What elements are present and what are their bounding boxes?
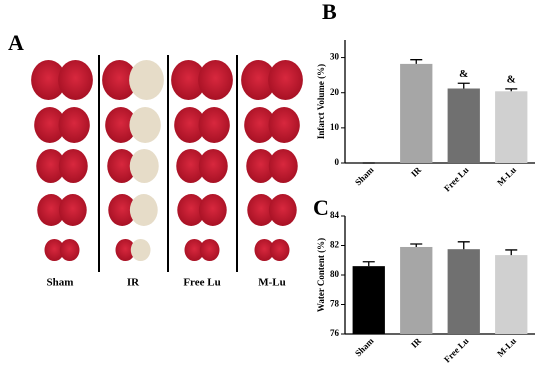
slice — [174, 107, 206, 143]
slice — [105, 107, 137, 143]
error-bar — [410, 243, 423, 247]
group-label: Free Lu — [183, 277, 220, 289]
slice — [130, 238, 151, 262]
slice — [58, 107, 90, 143]
slice — [58, 149, 88, 183]
bar — [400, 246, 433, 334]
y-tick-label: 20 — [330, 87, 340, 97]
bar — [495, 91, 528, 163]
slice — [247, 194, 276, 226]
slice — [129, 60, 164, 100]
slice — [107, 149, 137, 183]
slice — [269, 238, 290, 262]
y-tick-label: 10 — [330, 122, 340, 132]
group-label: M-Lu — [258, 277, 286, 289]
y-tick-label: 78 — [330, 299, 340, 309]
slice — [108, 194, 137, 226]
slice — [59, 238, 80, 262]
slice — [129, 149, 159, 183]
dividers — [98, 55, 238, 272]
slice — [58, 194, 87, 226]
y-tick-label: 82 — [330, 240, 340, 250]
y-tick-label: 30 — [330, 52, 340, 62]
brain-slices — [31, 60, 303, 262]
y-axis-label: Water Content (%) — [316, 238, 326, 312]
error-bar — [362, 261, 375, 267]
slice — [176, 149, 206, 183]
y-tick-label: 84 — [330, 210, 340, 220]
slice — [129, 194, 158, 226]
slice — [129, 107, 161, 143]
slice — [268, 194, 297, 226]
slice — [198, 107, 230, 143]
slice — [254, 238, 275, 262]
slice — [44, 238, 65, 262]
error-bar — [457, 82, 470, 89]
slice — [58, 60, 93, 100]
y-tick-label: 0 — [335, 157, 340, 167]
group-label: IR — [127, 277, 140, 289]
slice — [268, 149, 298, 183]
slice — [34, 107, 66, 143]
error-bar — [505, 249, 518, 256]
panel-label: B — [322, 0, 337, 24]
annotation: & — [507, 73, 516, 85]
slice — [246, 149, 276, 183]
annotation: & — [459, 68, 468, 80]
slice — [184, 238, 205, 262]
error-bar — [505, 88, 518, 92]
slice — [115, 238, 136, 262]
slice — [171, 60, 206, 100]
group-label: Sham — [47, 277, 74, 289]
panel-label: A — [8, 30, 24, 55]
slice — [199, 238, 220, 262]
panel-label: C — [313, 195, 329, 220]
slice — [268, 60, 303, 100]
slice — [268, 107, 300, 143]
y-tick-label: 80 — [330, 269, 340, 279]
slice — [36, 149, 66, 183]
error-bar — [457, 241, 470, 250]
slice — [198, 149, 228, 183]
y-tick-label: 76 — [330, 328, 340, 338]
bar — [352, 266, 385, 334]
slice — [177, 194, 206, 226]
bar — [447, 249, 480, 334]
slice — [31, 60, 66, 100]
slice — [37, 194, 66, 226]
slice — [198, 60, 233, 100]
y-axis-label: Infarct Volume (%) — [316, 64, 326, 139]
bar — [447, 88, 480, 163]
slice — [241, 60, 276, 100]
bar — [495, 255, 528, 334]
slice — [244, 107, 276, 143]
slice — [198, 194, 227, 226]
bar — [400, 63, 433, 164]
error-bar — [410, 59, 423, 64]
slice — [102, 60, 137, 100]
